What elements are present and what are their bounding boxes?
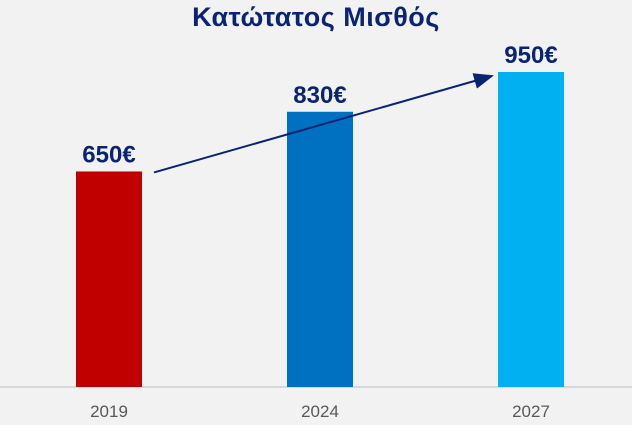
bar-2027 bbox=[498, 71, 564, 387]
chart-title: Κατώτατος Μισθός bbox=[192, 2, 440, 32]
value-label-2019: 650€ bbox=[82, 141, 135, 168]
value-label-2024: 830€ bbox=[293, 82, 346, 109]
bar-2019 bbox=[76, 171, 142, 387]
x-tick-label-2027: 2027 bbox=[512, 402, 550, 421]
trend-arrow bbox=[153, 73, 494, 174]
bar-2024 bbox=[287, 111, 353, 387]
value-label-2027: 950€ bbox=[504, 42, 557, 69]
x-tick-label-2024: 2024 bbox=[301, 402, 339, 421]
x-tick-label-2019: 2019 bbox=[90, 402, 128, 421]
